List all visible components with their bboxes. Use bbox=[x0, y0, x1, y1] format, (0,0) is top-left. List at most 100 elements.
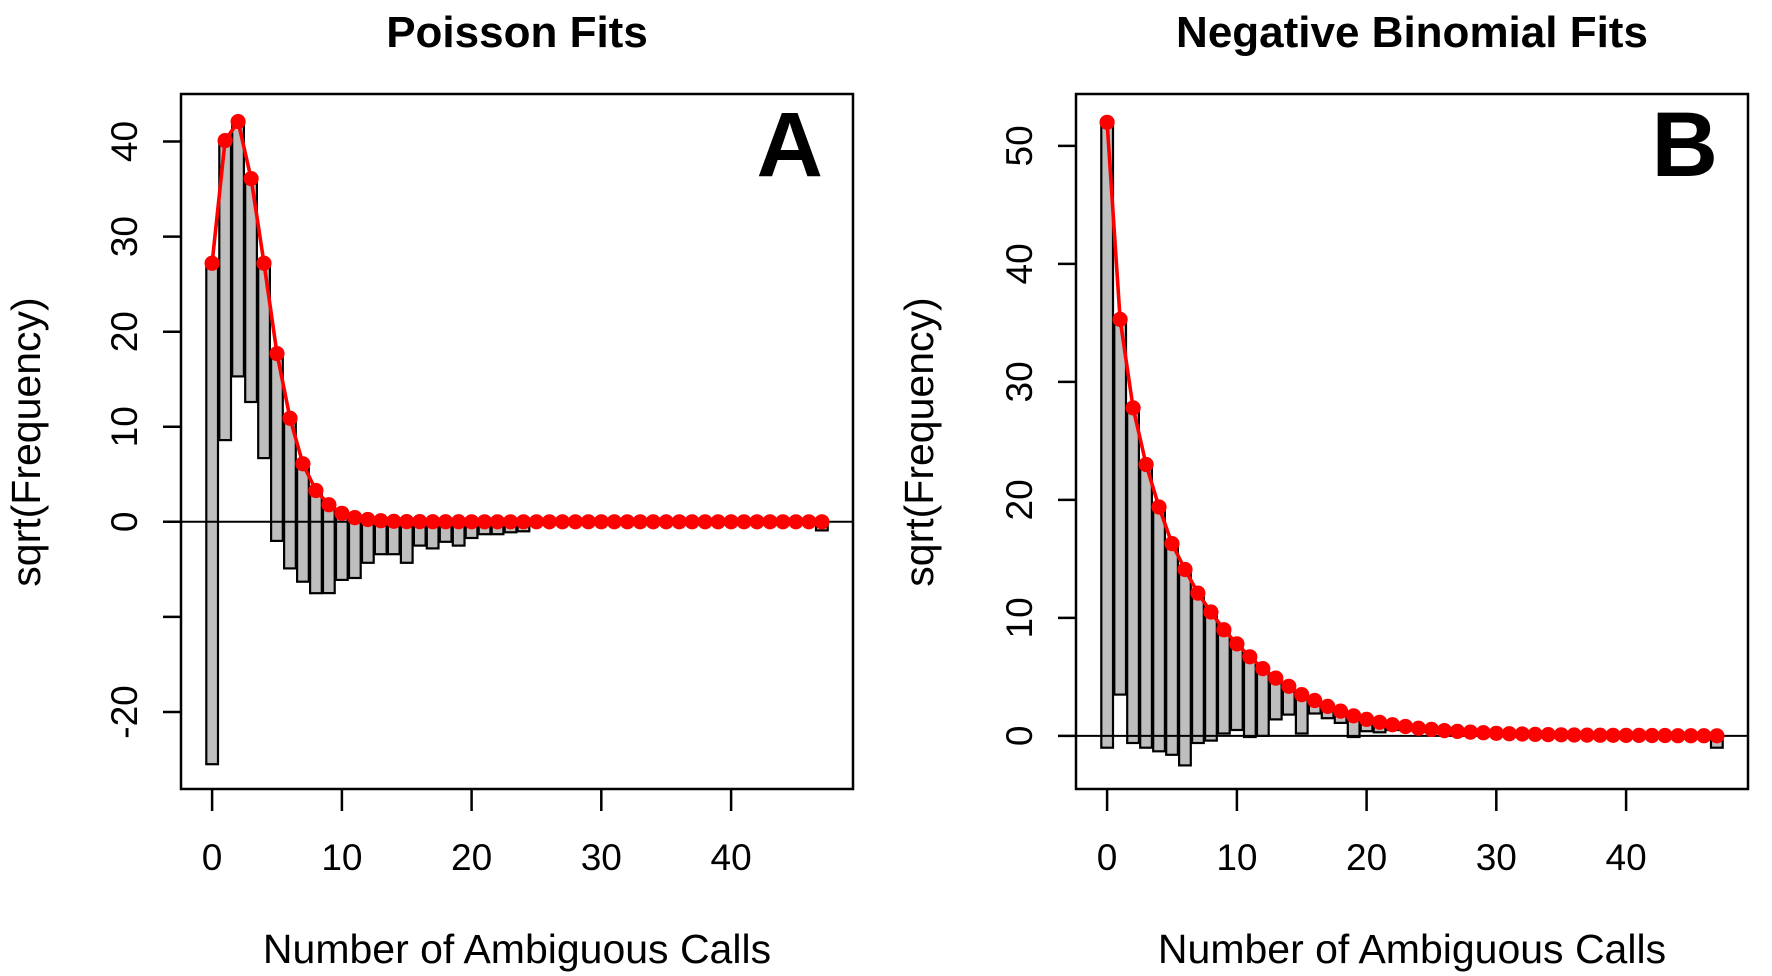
y-tick-label: 20 bbox=[999, 479, 1040, 520]
fitted-point bbox=[1384, 717, 1401, 733]
fitted-point bbox=[438, 514, 454, 530]
panel-b-plot-area: 0 10 20 30 40 50 40 30 20 10 0 bbox=[999, 92, 1750, 878]
y-tick-label: 40 bbox=[104, 121, 145, 162]
fitted-point bbox=[1631, 727, 1647, 744]
rootogram-bar bbox=[1216, 628, 1231, 735]
y-tick-label: 40 bbox=[999, 243, 1040, 284]
x-tick-label: 10 bbox=[321, 837, 362, 878]
rootogram-bar bbox=[231, 120, 245, 378]
panel-a-plot-area: 0 10 20 30 40 40 30 20 10 0 -20 bbox=[104, 92, 855, 878]
panel-b-xaxis-title: Number of Ambiguous Calls bbox=[1158, 926, 1666, 972]
fitted-point bbox=[593, 514, 609, 530]
fitted-point bbox=[1190, 585, 1206, 601]
fitted-point bbox=[645, 514, 661, 530]
rootogram-bar bbox=[309, 489, 323, 595]
fitted-point bbox=[749, 514, 765, 530]
fitted-point bbox=[1527, 726, 1543, 743]
fitted-point bbox=[1099, 114, 1115, 130]
panel-b-title: Negative Binomial Fits bbox=[1176, 8, 1648, 57]
rootogram-bar bbox=[205, 262, 220, 766]
fitted-point bbox=[1138, 456, 1154, 473]
fitted-point bbox=[1320, 698, 1336, 715]
y-tick-label: 30 bbox=[999, 361, 1040, 402]
y-tick-label: 0 bbox=[999, 726, 1040, 747]
y-tick-label: 50 bbox=[999, 125, 1040, 166]
panel-a-yaxis-title: sqrt(Frequency) bbox=[3, 297, 49, 586]
fitted-point bbox=[1657, 727, 1673, 744]
fitted-point bbox=[243, 171, 259, 187]
fitted-point bbox=[1566, 727, 1582, 743]
fitted-point bbox=[1696, 728, 1712, 744]
fitted-point bbox=[606, 514, 622, 530]
fitted-point bbox=[204, 255, 220, 271]
fitted-point bbox=[1177, 561, 1193, 578]
fitted-point bbox=[295, 456, 311, 472]
rootogram-bar bbox=[1190, 591, 1205, 745]
fitted-point bbox=[399, 514, 415, 530]
fitted-point bbox=[1372, 714, 1388, 730]
panel-b-letter: B bbox=[1652, 94, 1718, 196]
fitted-point bbox=[464, 514, 480, 530]
panel-b-yaxis-title: sqrt(Frequency) bbox=[896, 297, 942, 586]
fitted-point bbox=[1255, 661, 1271, 677]
fitted-point bbox=[1475, 725, 1491, 741]
fitted-point bbox=[814, 514, 830, 530]
x-tick-label: 40 bbox=[711, 837, 752, 878]
fitted-point bbox=[1359, 711, 1375, 728]
fitted-point bbox=[1670, 728, 1686, 744]
fitted-point bbox=[386, 513, 402, 529]
fitted-point bbox=[1333, 703, 1349, 719]
rootogram-bar bbox=[1229, 642, 1244, 732]
rootogram-bar bbox=[1242, 655, 1257, 739]
fitted-point bbox=[1410, 720, 1427, 736]
fitted-point bbox=[1268, 670, 1284, 686]
fitted-point bbox=[1307, 692, 1323, 709]
rootogram-bar bbox=[321, 503, 336, 595]
fitted-point bbox=[541, 514, 558, 530]
fitted-point bbox=[308, 482, 324, 499]
plot-box bbox=[1074, 92, 1750, 791]
fitted-point bbox=[775, 514, 791, 530]
y-tick-label: 30 bbox=[104, 216, 145, 257]
rootogram-bar bbox=[1113, 318, 1128, 696]
fitted-point bbox=[1203, 604, 1219, 620]
fitted-point bbox=[334, 505, 350, 521]
fitted-point bbox=[1151, 499, 1167, 515]
rootogram-bar bbox=[1165, 542, 1179, 756]
fitted-point bbox=[554, 514, 571, 530]
fitted-point bbox=[451, 514, 467, 530]
fitted-point bbox=[489, 514, 506, 530]
fitted-point bbox=[515, 514, 532, 530]
x-tick-label: 0 bbox=[1097, 837, 1118, 878]
fitted-point bbox=[1488, 725, 1504, 741]
fitted-point bbox=[1164, 536, 1180, 552]
fitted-point bbox=[1501, 726, 1517, 742]
fitted-point bbox=[1449, 723, 1465, 740]
fitted-point bbox=[282, 410, 298, 426]
rootogram-bar bbox=[347, 516, 362, 580]
fitted-point bbox=[1553, 727, 1569, 743]
fitted-point bbox=[1514, 726, 1530, 742]
rootogram-bar bbox=[1100, 121, 1115, 749]
rootogram-bar bbox=[283, 417, 297, 570]
fitted-point bbox=[1294, 687, 1310, 703]
fitted-point bbox=[230, 114, 246, 130]
fitted-point bbox=[1423, 721, 1440, 738]
rootogram-bar bbox=[334, 512, 349, 581]
fitted-point bbox=[347, 509, 363, 526]
fitted-point bbox=[1346, 708, 1362, 724]
y-tick-label: -20 bbox=[104, 685, 145, 738]
fitted-point bbox=[632, 514, 648, 530]
fitted-point bbox=[788, 514, 804, 530]
fitted-point bbox=[1540, 727, 1556, 743]
fitted-point bbox=[1618, 727, 1634, 744]
fitted-point bbox=[762, 514, 778, 530]
panel-a-title: Poisson Fits bbox=[386, 8, 648, 57]
fitted-point bbox=[1436, 723, 1452, 739]
fitted-point bbox=[1605, 727, 1621, 743]
fitted-point bbox=[580, 514, 597, 530]
fitted-point bbox=[502, 514, 519, 530]
fitted-point bbox=[1644, 727, 1660, 744]
x-tick-label: 30 bbox=[581, 837, 622, 878]
